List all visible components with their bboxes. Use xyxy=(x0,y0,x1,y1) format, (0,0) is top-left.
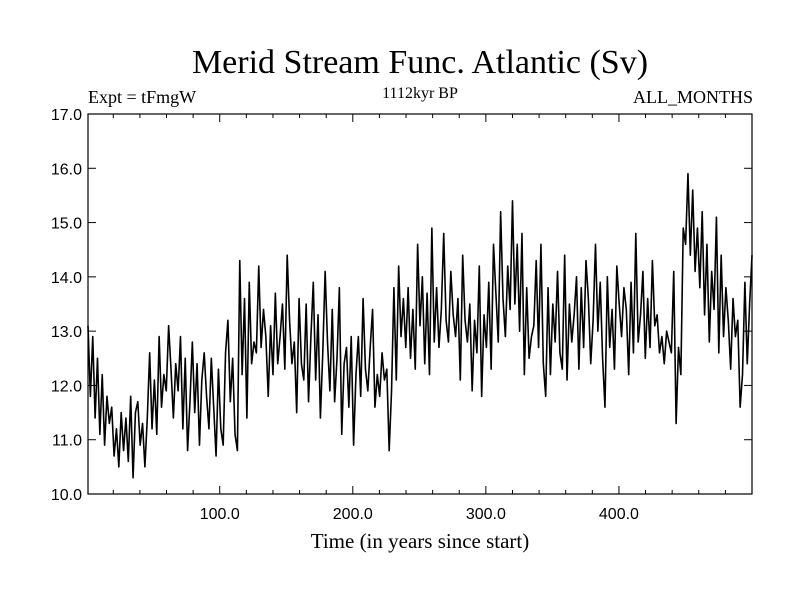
y-axis-tick-labels: 10.0 11.0 12.0 13.0 14.0 15.0 16.0 17.0 xyxy=(51,107,82,504)
experiment-label: Expt = tFmgW xyxy=(88,87,196,107)
y-tick-label: 16.0 xyxy=(51,161,82,178)
x-axis-tick-labels: 100.0 200.0 300.0 400.0 xyxy=(200,506,639,523)
y-tick-label: 10.0 xyxy=(51,487,82,504)
plot-frame xyxy=(87,113,753,495)
y-axis-ticks xyxy=(88,113,752,495)
x-axis-ticks xyxy=(112,114,726,494)
months-label: ALL_MONTHS xyxy=(633,87,753,107)
x-tick-label: 400.0 xyxy=(599,506,639,523)
x-axis-label: Time (in years since start) xyxy=(311,529,530,553)
y-tick-label: 14.0 xyxy=(51,270,82,287)
data-line xyxy=(87,172,753,479)
x-tick-label: 300.0 xyxy=(466,506,506,523)
y-tick-label: 12.0 xyxy=(51,378,82,395)
y-tick-label: 11.0 xyxy=(52,433,82,450)
y-tick-label: 17.0 xyxy=(51,107,82,124)
y-tick-label: 15.0 xyxy=(51,216,82,233)
x-tick-label: 100.0 xyxy=(200,506,240,523)
y-tick-label: 13.0 xyxy=(51,324,82,341)
period-label: 1112kyr BP xyxy=(382,85,458,102)
chart-title: Merid Stream Func. Atlantic (Sv) xyxy=(192,44,648,81)
x-tick-label: 200.0 xyxy=(333,506,373,523)
